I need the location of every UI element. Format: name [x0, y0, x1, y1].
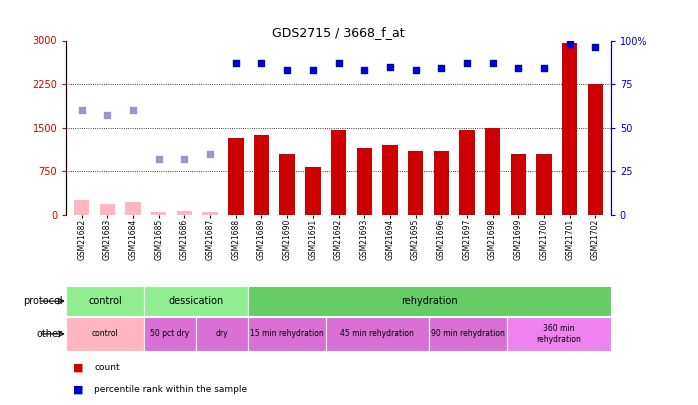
Point [256, 60, 267, 66]
Bar [66, 317, 144, 351]
Text: 15 min rehydration: 15 min rehydration [250, 329, 324, 339]
Point [179, 156, 190, 162]
Bar [511, 154, 526, 215]
Point [307, 67, 318, 73]
Bar [429, 317, 507, 351]
Point [461, 60, 473, 66]
Bar [196, 317, 248, 351]
Text: control: control [89, 296, 122, 306]
Text: 45 min rehydration: 45 min rehydration [341, 329, 415, 339]
Bar [279, 154, 295, 215]
Bar [248, 286, 611, 316]
Bar [254, 134, 269, 215]
Point [128, 107, 139, 113]
Bar [202, 212, 218, 215]
Text: ■: ■ [73, 385, 84, 394]
Bar [151, 212, 166, 215]
Point [538, 65, 549, 72]
Point [102, 112, 113, 119]
Point [153, 156, 164, 162]
Bar [485, 128, 500, 215]
Bar [144, 317, 196, 351]
Bar [305, 167, 320, 215]
Bar [562, 43, 577, 215]
Text: control: control [92, 329, 119, 339]
Bar [74, 200, 89, 215]
Text: dry: dry [216, 329, 228, 339]
Text: dessication: dessication [168, 296, 223, 306]
Point [410, 67, 421, 73]
Text: rehydration: rehydration [401, 296, 458, 306]
Bar [507, 317, 611, 351]
Bar [536, 154, 551, 215]
Point [333, 60, 344, 66]
Point [359, 67, 370, 73]
Bar [383, 145, 398, 215]
Bar [228, 138, 244, 215]
Bar [433, 151, 449, 215]
Bar [325, 317, 429, 351]
Bar [126, 202, 141, 215]
Point [487, 60, 498, 66]
Point [76, 107, 87, 113]
Point [385, 64, 396, 70]
Point [564, 41, 575, 47]
Text: other: other [37, 329, 63, 339]
Point [513, 65, 524, 72]
Point [436, 65, 447, 72]
Text: percentile rank within the sample: percentile rank within the sample [94, 385, 247, 394]
Bar [66, 286, 144, 316]
Point [281, 67, 292, 73]
Point [230, 60, 242, 66]
Text: 360 min
rehydration: 360 min rehydration [537, 324, 581, 343]
Bar [357, 148, 372, 215]
Bar [144, 286, 248, 316]
Bar [331, 130, 346, 215]
Bar [100, 205, 115, 215]
Bar [248, 317, 325, 351]
Bar [459, 130, 475, 215]
Text: 50 pct dry: 50 pct dry [150, 329, 190, 339]
Point [590, 44, 601, 51]
Bar [588, 84, 603, 215]
Bar [408, 151, 423, 215]
Bar [177, 211, 192, 215]
Title: GDS2715 / 3668_f_at: GDS2715 / 3668_f_at [272, 26, 405, 39]
Text: protocol: protocol [23, 296, 63, 306]
Text: 90 min rehydration: 90 min rehydration [431, 329, 505, 339]
Text: ■: ■ [73, 362, 84, 372]
Text: count: count [94, 363, 120, 372]
Point [205, 151, 216, 157]
